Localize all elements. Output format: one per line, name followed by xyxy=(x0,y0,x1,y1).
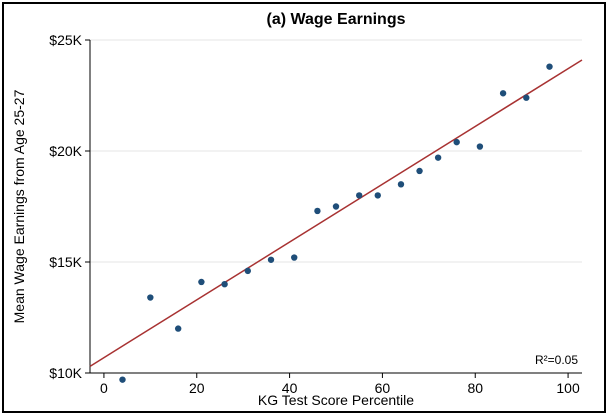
data-point-5 xyxy=(244,267,252,275)
data-point-9 xyxy=(332,203,340,210)
x-axis-label: KG Test Score Percentile xyxy=(258,392,414,408)
data-point-16 xyxy=(476,143,484,150)
data-point-13 xyxy=(416,167,423,175)
data-point-11 xyxy=(374,192,381,199)
fit-layer xyxy=(89,59,583,367)
data-point-15 xyxy=(453,138,460,146)
data-point-1 xyxy=(147,294,154,301)
data-point-6 xyxy=(267,256,275,263)
points-layer xyxy=(119,63,553,383)
data-point-2 xyxy=(174,325,182,332)
chart-title: (a) Wage Earnings xyxy=(267,11,406,28)
data-point-17 xyxy=(499,90,507,97)
r-squared-annotation: R²=0.05 xyxy=(535,353,578,367)
y-tick-label-2: $20K xyxy=(49,143,82,159)
y-axis-label: Mean Wage Earnings from Age 25-27 xyxy=(11,89,27,323)
data-point-10 xyxy=(356,192,363,199)
x-tick-label-0: 0 xyxy=(100,380,108,396)
data-point-0 xyxy=(119,376,126,383)
y-tick-label-1: $15K xyxy=(49,254,82,270)
data-point-7 xyxy=(291,254,298,261)
data-point-14 xyxy=(434,154,442,161)
data-point-8 xyxy=(314,207,321,215)
x-tick-label-1: 20 xyxy=(189,380,205,396)
y-tick-label-3: $25K xyxy=(49,32,82,48)
fit-line xyxy=(89,59,583,367)
data-point-4 xyxy=(221,281,228,288)
data-point-18 xyxy=(523,94,530,101)
x-tick-label-3: 60 xyxy=(375,380,391,396)
x-tick-label-5: 100 xyxy=(556,380,580,396)
data-point-3 xyxy=(198,278,205,286)
data-point-12 xyxy=(397,181,405,188)
scatter-chart: (a) Wage Earnings $10K $15K $20K $25K 0 20 40 6… xyxy=(11,11,583,408)
data-point-19 xyxy=(546,63,553,70)
axes-layer: $10K $15K $20K $25K 0 20 40 60 80 100 xyxy=(49,32,582,396)
x-tick-label-4: 80 xyxy=(467,380,483,396)
y-tick-label-0: $10K xyxy=(49,365,82,381)
x-tick-label-2: 40 xyxy=(282,380,298,396)
chart-frame: (a) Wage Earnings $10K $15K $20K $25K 0 20 40 6… xyxy=(2,2,606,413)
